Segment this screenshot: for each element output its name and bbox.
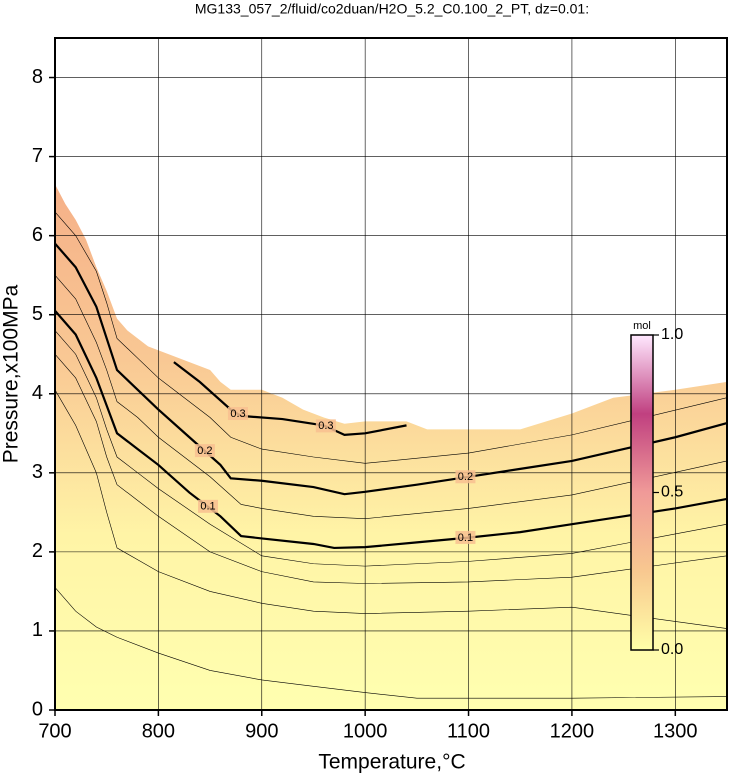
y-tick-label: 3 [32, 461, 43, 483]
x-tick-label: 700 [38, 720, 71, 742]
labeled-contour [173, 361, 407, 436]
contour-line [54, 211, 728, 464]
contour-label-bg [455, 470, 476, 484]
y-tick-label: 8 [32, 66, 43, 88]
colorbar [630, 334, 654, 651]
contour-label-bg [194, 444, 215, 458]
plot-frame [54, 37, 728, 711]
contour-label: 0.2 [458, 471, 473, 483]
y-tick-label: 2 [32, 540, 43, 562]
contour-label: 0.1 [200, 501, 215, 513]
phase-region [55, 184, 727, 711]
contour-label: 0.2 [197, 445, 212, 457]
y-tick-label: 7 [32, 145, 43, 167]
y-tick-label: 6 [32, 224, 43, 246]
contour-label: 0.3 [318, 420, 333, 432]
x-tick-label: 1200 [550, 720, 595, 742]
y-tick-label: 0 [32, 698, 43, 720]
contour-label: 0.1 [458, 532, 473, 544]
contour-line [54, 330, 728, 567]
contour-line [54, 354, 728, 584]
chart-title: MG133_057_2/fluid/co2duan/H2O_5.2_C0.100… [195, 1, 589, 17]
labeled-contour [54, 310, 728, 550]
y-tick-label: 4 [32, 382, 43, 404]
x-tick-label: 800 [142, 720, 175, 742]
contour-label-bg [315, 419, 336, 433]
x-tick-label: 1000 [343, 720, 388, 742]
y-tick-label: 1 [32, 619, 43, 641]
x-axis-label: Temperature,°C [318, 751, 465, 774]
colorbar-tick-label: 1.0 [661, 326, 683, 343]
contour-label-bg [198, 499, 219, 513]
x-tick-label: 900 [245, 720, 278, 742]
y-tick-label: 5 [32, 303, 43, 325]
contour-label-bg [455, 530, 476, 544]
colorbar-tick-label: 0.0 [661, 641, 683, 658]
x-tick-label: 1100 [447, 720, 490, 742]
colorbar-tick-label: 0.5 [661, 484, 683, 501]
contour-line [54, 389, 728, 629]
contour-line [54, 587, 728, 699]
x-tick-label: 1300 [653, 720, 698, 742]
contour-label-bg [227, 407, 248, 421]
colorbar-label: mol [633, 320, 651, 332]
contour-line [54, 274, 728, 519]
contour-label: 0.3 [230, 408, 245, 420]
y-axis-label: Pressure,x100MPa [0, 284, 23, 463]
labeled-contour [54, 242, 728, 496]
